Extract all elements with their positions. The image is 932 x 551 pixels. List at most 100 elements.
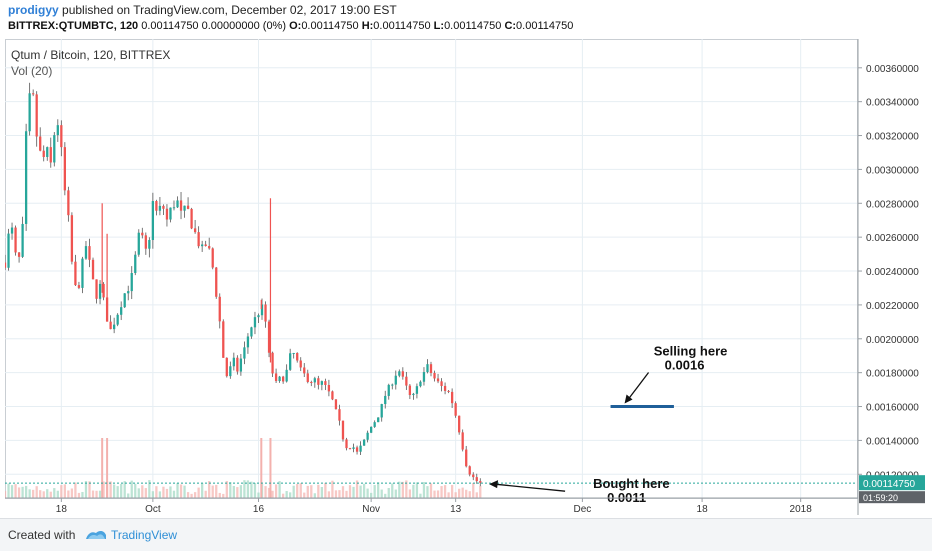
candle-body — [391, 384, 394, 386]
tradingview-brand[interactable]: TradingView — [111, 528, 178, 542]
candle-body — [408, 385, 412, 396]
candle-body — [28, 93, 31, 132]
volume-bar — [246, 480, 250, 498]
volume-bar — [257, 492, 260, 498]
sell-label: Selling here — [654, 344, 728, 359]
candle-body — [225, 357, 228, 377]
candle-body — [162, 205, 165, 209]
candle-body — [422, 372, 426, 382]
candle-body — [183, 205, 186, 211]
volume-bar — [67, 490, 70, 498]
volume-bar — [60, 485, 63, 498]
volume-bar — [144, 488, 147, 498]
price-change: 0.00114750 0.00000000 (0%) — [141, 20, 287, 32]
volume-bar — [458, 488, 461, 498]
candle-body — [405, 376, 408, 386]
candle-body — [271, 352, 274, 374]
volume-bar — [201, 483, 204, 498]
candle-body — [401, 371, 404, 377]
candle-body — [296, 353, 299, 361]
volume-bar — [81, 491, 84, 498]
volume-bar — [443, 485, 447, 498]
volume-bar — [169, 486, 172, 498]
candle-body — [370, 426, 373, 433]
last-price-tag — [859, 475, 925, 491]
candle-body — [232, 357, 235, 367]
countdown-tag — [859, 491, 925, 504]
candle-body — [475, 477, 478, 482]
candle-body — [285, 369, 288, 382]
low-value: 0.00114750 — [444, 20, 502, 32]
candle-body — [211, 248, 214, 268]
candle-body — [306, 373, 309, 382]
volume-bar — [239, 485, 243, 498]
candle-body — [222, 321, 225, 358]
volume-bar — [440, 486, 443, 498]
candle-body — [341, 420, 345, 440]
volume-bar — [289, 492, 292, 498]
candle-body — [218, 296, 221, 322]
candle-body — [447, 390, 450, 392]
candle-body — [450, 391, 454, 404]
volume-bar — [306, 485, 309, 498]
volume-bar — [281, 493, 285, 498]
volume-bar — [91, 490, 95, 498]
buy-label: Bought here — [593, 476, 670, 491]
candle-body — [387, 384, 390, 396]
volume-bar — [222, 493, 225, 498]
candle-body — [229, 366, 232, 377]
volume-bar — [303, 492, 306, 498]
volume-bar — [172, 490, 176, 498]
volume-bar — [186, 492, 190, 498]
volume-bar — [320, 486, 324, 498]
publish-header: prodigyy published on TradingView.com, D… — [8, 3, 397, 17]
candle-body — [109, 321, 112, 330]
sell-price-label: 0.0016 — [665, 358, 705, 373]
candle-body — [123, 293, 126, 308]
candle-body — [348, 448, 352, 450]
candle-body — [148, 240, 151, 249]
candle-body — [208, 246, 211, 249]
volume-bar — [42, 491, 45, 498]
volume-bar — [232, 485, 235, 498]
candle-body — [313, 378, 316, 383]
close-label: C: — [504, 20, 517, 32]
candle-body — [35, 94, 38, 137]
volume-bar — [278, 481, 281, 498]
volume-bar — [190, 493, 193, 498]
chart-area[interactable]: Selling here 0.0016 Bought here 0.0011 0.00… — [3, 39, 927, 515]
volume-bar — [253, 482, 257, 498]
candle-body — [458, 415, 461, 433]
candle-body — [461, 432, 464, 450]
buy-arrow-icon — [495, 483, 566, 492]
tradingview-logo-icon[interactable] — [84, 527, 108, 546]
candle-body — [201, 244, 204, 247]
volume-bar — [197, 487, 200, 498]
author-name[interactable]: prodigyy — [8, 3, 59, 17]
candle-body — [352, 447, 355, 449]
volume-bar — [236, 487, 239, 498]
high-value: 0.00114750 — [373, 20, 431, 32]
volume-bar — [447, 492, 450, 498]
x-tick-label: Dec — [573, 504, 591, 515]
volume-bar — [292, 485, 295, 498]
candle-body — [377, 417, 380, 423]
chart-background — [5, 39, 927, 515]
low-label: L: — [433, 20, 445, 32]
volume-bar — [32, 489, 35, 498]
volume-bar — [120, 484, 123, 498]
candle-body — [197, 232, 200, 247]
x-tick-label: 13 — [450, 504, 462, 515]
candle-body — [21, 223, 24, 257]
candle-body — [165, 208, 169, 220]
candle-body — [345, 439, 348, 449]
candle-body — [433, 372, 436, 379]
candle-body — [98, 283, 102, 299]
candle-body — [324, 381, 327, 386]
volume-bar — [341, 486, 345, 498]
symbol-name: BITTREX:QTUMBTC, 120 — [8, 20, 139, 32]
volume-bar — [229, 482, 232, 498]
volume-bar — [465, 489, 468, 498]
volume-bar — [77, 492, 81, 498]
